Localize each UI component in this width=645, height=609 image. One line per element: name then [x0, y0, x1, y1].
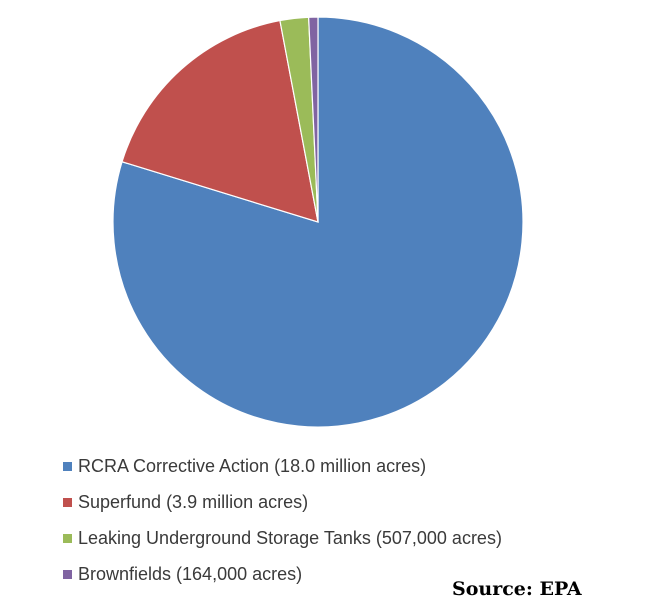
pie-slice-rcra	[112, 16, 524, 428]
legend-label-superfund: Superfund (3.9 million acres)	[78, 492, 309, 512]
legend-label-lust: Leaking Underground Storage Tanks (507,0…	[78, 528, 502, 548]
legend-item-superfund: Superfund (3.9 million acres)	[63, 488, 502, 524]
legend-swatch-brownfields	[63, 570, 72, 579]
legend-swatch-lust	[63, 534, 72, 543]
legend-item-lust: Leaking Underground Storage Tanks (507,0…	[63, 524, 502, 560]
legend-item-rcra: RCRA Corrective Action (18.0 million acr…	[63, 452, 502, 488]
legend-swatch-superfund	[63, 498, 72, 507]
pie-slice-superfund	[121, 19, 319, 223]
chart-legend: RCRA Corrective Action (18.0 million acr…	[63, 452, 502, 596]
legend-label-brownfields: Brownfields (164,000 acres)	[78, 564, 303, 584]
source-note: Source: EPA	[452, 578, 582, 600]
legend-swatch-rcra	[63, 462, 72, 471]
legend-item-brownfields: Brownfields (164,000 acres)	[63, 560, 502, 596]
pie-slice-brownfields	[308, 16, 319, 223]
legend-label-rcra: RCRA Corrective Action (18.0 million acr…	[78, 456, 427, 476]
pie-chart	[112, 16, 524, 428]
